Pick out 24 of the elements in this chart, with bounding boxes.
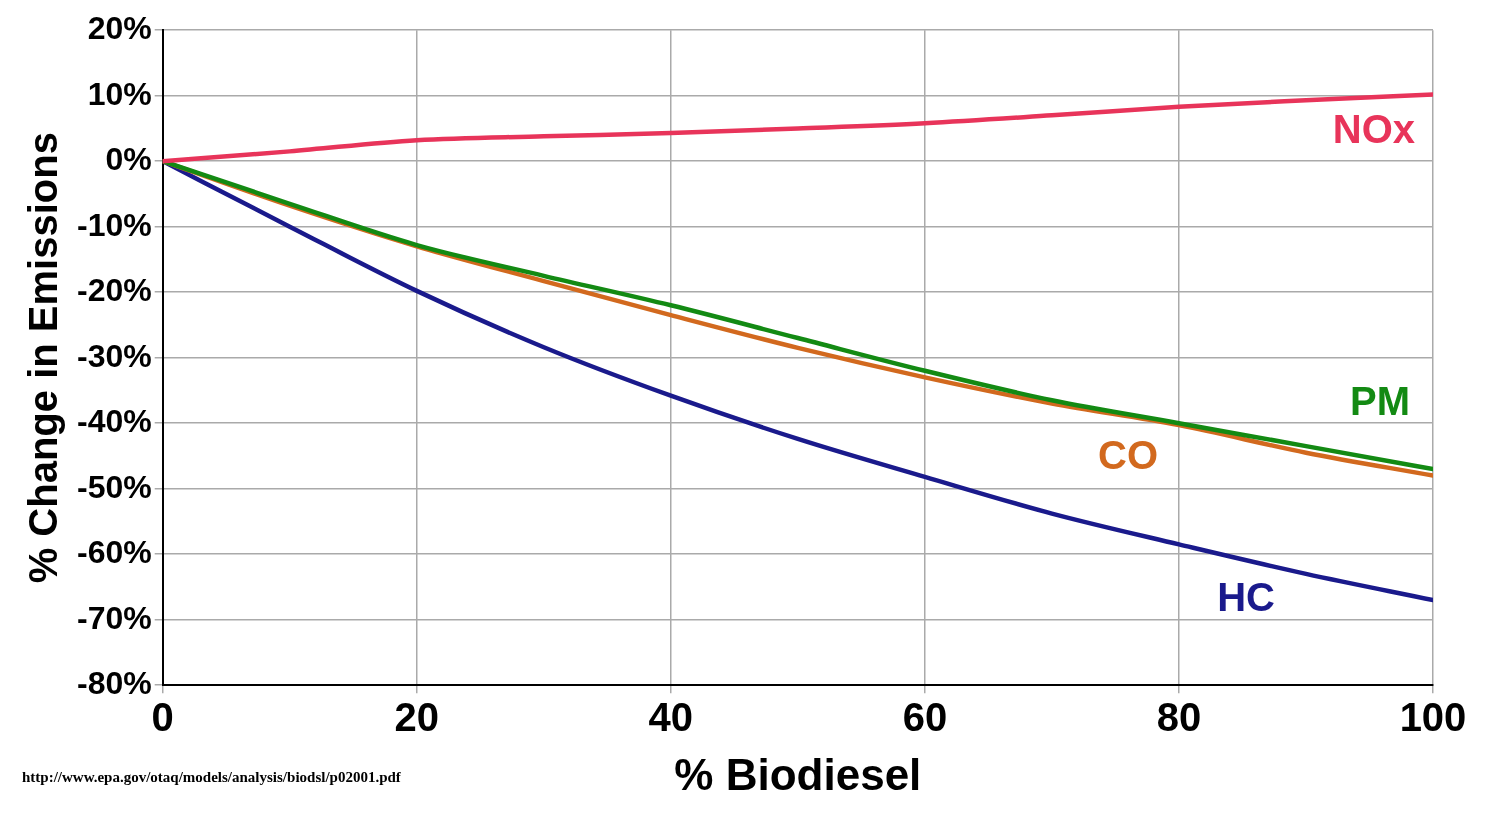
y-tick-label: -60% xyxy=(77,534,152,571)
y-tick-label: 20% xyxy=(87,10,152,47)
series-label: PM xyxy=(1350,379,1410,424)
x-tick-label: 20 xyxy=(394,695,440,740)
y-tick-label: -80% xyxy=(77,665,152,702)
y-tick-label: 10% xyxy=(87,75,152,112)
series-label: NOx xyxy=(1332,107,1415,152)
x-tick-label: 80 xyxy=(1156,695,1202,740)
y-tick-label: -10% xyxy=(77,206,152,243)
x-tick-label: 0 xyxy=(151,695,174,740)
x-tick-label: 40 xyxy=(648,695,694,740)
text: http://www.epa.gov/otaq/models/analysis/biodsl/p02001.pdf xyxy=(22,768,402,785)
y-tick-label: -70% xyxy=(77,599,152,636)
y-tick-label: 0% xyxy=(105,141,152,178)
y-tick-label: -20% xyxy=(77,272,152,309)
series-label: CO xyxy=(1098,432,1158,477)
y-tick-label: -40% xyxy=(77,403,152,440)
x-tick-label: 60 xyxy=(902,695,948,740)
y-tick-label: -30% xyxy=(77,337,152,374)
series-label: HC xyxy=(1217,575,1275,620)
y-axis-title: % Change in Emissions xyxy=(21,132,66,584)
x-axis-title: % Biodiesel xyxy=(674,749,922,799)
y-tick-label: -50% xyxy=(77,468,152,505)
x-tick-label: 100 xyxy=(1399,695,1467,740)
